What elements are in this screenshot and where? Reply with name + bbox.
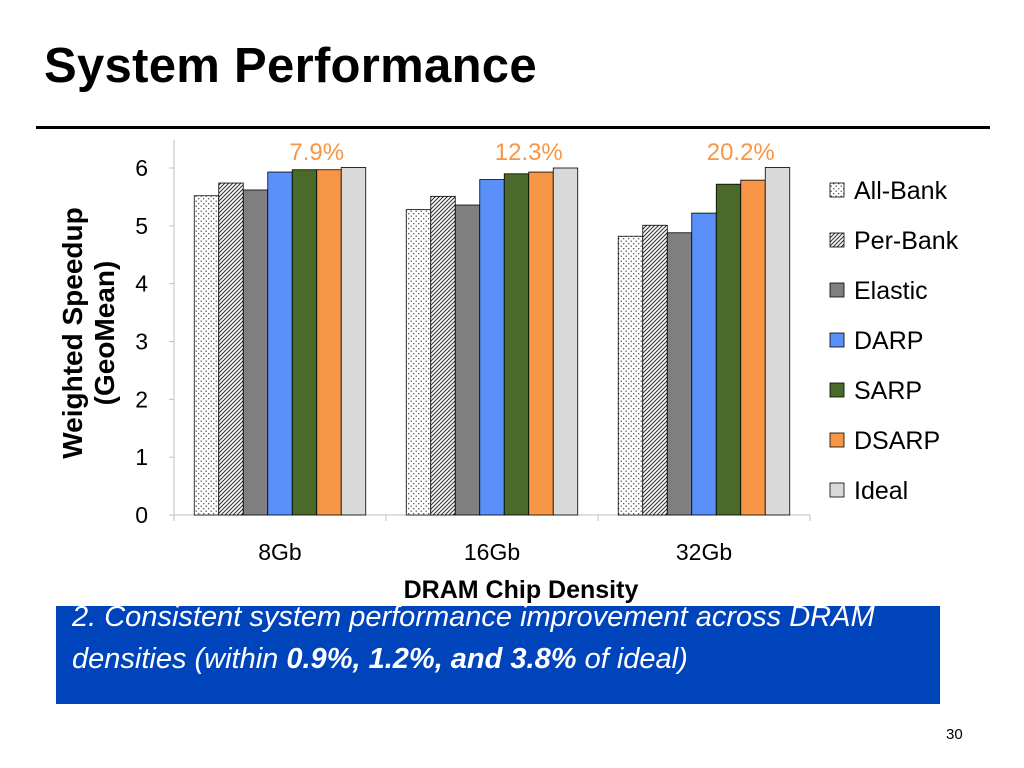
y-tick-label: 2 bbox=[135, 386, 148, 412]
y-tick-label: 0 bbox=[135, 502, 148, 528]
bar-dsarp-16gb bbox=[528, 171, 554, 516]
bar-chart: Weighted Speedup (GeoMean) DRAM Chip Den… bbox=[57, 139, 959, 604]
callout-text-prefix: 2. Consistent system performance improve… bbox=[72, 606, 875, 675]
callout-text-suffix: of ideal) bbox=[576, 643, 688, 675]
legend-swatch bbox=[829, 282, 845, 298]
page-number: 30 bbox=[946, 726, 963, 743]
bar-ideal-8gb bbox=[340, 167, 367, 516]
bar-all-bank-8gb bbox=[193, 195, 220, 516]
y-tick-label: 3 bbox=[135, 329, 148, 355]
callout-text-bold: 0.9%, 1.2%, and 3.8% bbox=[286, 643, 577, 675]
bar-per-bank-8gb bbox=[218, 182, 244, 516]
legend-label: SARP bbox=[854, 377, 922, 405]
title-divider bbox=[36, 126, 990, 129]
bar-elastic-8gb bbox=[242, 189, 269, 516]
legend-label: Per-Bank bbox=[854, 227, 959, 255]
bar-per-bank-16gb bbox=[430, 195, 456, 516]
y-tick-label: 6 bbox=[135, 155, 148, 181]
improvement-annotation: 12.3% bbox=[495, 139, 563, 166]
bar-all-bank-32gb bbox=[617, 235, 644, 516]
legend-label: Ideal bbox=[854, 477, 908, 505]
x-axis-title: DRAM Chip Density bbox=[404, 576, 639, 604]
legend-swatch bbox=[829, 482, 845, 498]
bar-ideal-16gb bbox=[552, 167, 579, 516]
legend-swatch bbox=[829, 432, 845, 448]
bar-dsarp-32gb bbox=[740, 179, 766, 516]
improvement-annotation: 20.2% bbox=[707, 139, 775, 166]
legend-label: Elastic bbox=[854, 277, 928, 305]
x-tick-label: 8Gb bbox=[258, 539, 301, 565]
legend-label: DSARP bbox=[854, 427, 940, 455]
bar-sarp-16gb bbox=[503, 173, 530, 516]
bar-sarp-8gb bbox=[291, 169, 318, 516]
legend-swatch bbox=[829, 382, 845, 398]
y-tick-label: 5 bbox=[135, 213, 148, 239]
slide-title: System Performance bbox=[44, 39, 537, 93]
bar-ideal-32gb bbox=[764, 167, 791, 516]
legend-swatch bbox=[829, 332, 845, 348]
y-tick-label: 4 bbox=[135, 271, 148, 297]
legend-label: All-Bank bbox=[854, 177, 948, 205]
callout-box: 2. Consistent system performance improve… bbox=[56, 606, 940, 704]
x-tick-label: 32Gb bbox=[676, 539, 732, 565]
legend-label: DARP bbox=[854, 327, 923, 355]
callout-text: 2. Consistent system performance improve… bbox=[72, 606, 932, 680]
y-axis-title-line-1: Weighted Speedup bbox=[57, 207, 88, 459]
legend-swatch bbox=[829, 182, 845, 198]
legend-swatch bbox=[829, 232, 845, 248]
bar-per-bank-32gb bbox=[642, 224, 668, 516]
bar-sarp-32gb bbox=[715, 183, 742, 516]
y-axis-title-line-2: (GeoMean) bbox=[89, 261, 120, 406]
y-tick-label: 1 bbox=[135, 444, 148, 470]
bar-elastic-32gb bbox=[666, 232, 693, 516]
bar-darp-8gb bbox=[267, 171, 293, 516]
bar-all-bank-16gb bbox=[405, 209, 432, 516]
bar-elastic-16gb bbox=[454, 204, 481, 516]
bar-darp-32gb bbox=[691, 212, 717, 516]
bar-darp-16gb bbox=[479, 179, 505, 516]
bar-dsarp-8gb bbox=[316, 169, 342, 516]
improvement-annotation: 7.9% bbox=[289, 139, 344, 166]
x-tick-label: 16Gb bbox=[464, 539, 520, 565]
